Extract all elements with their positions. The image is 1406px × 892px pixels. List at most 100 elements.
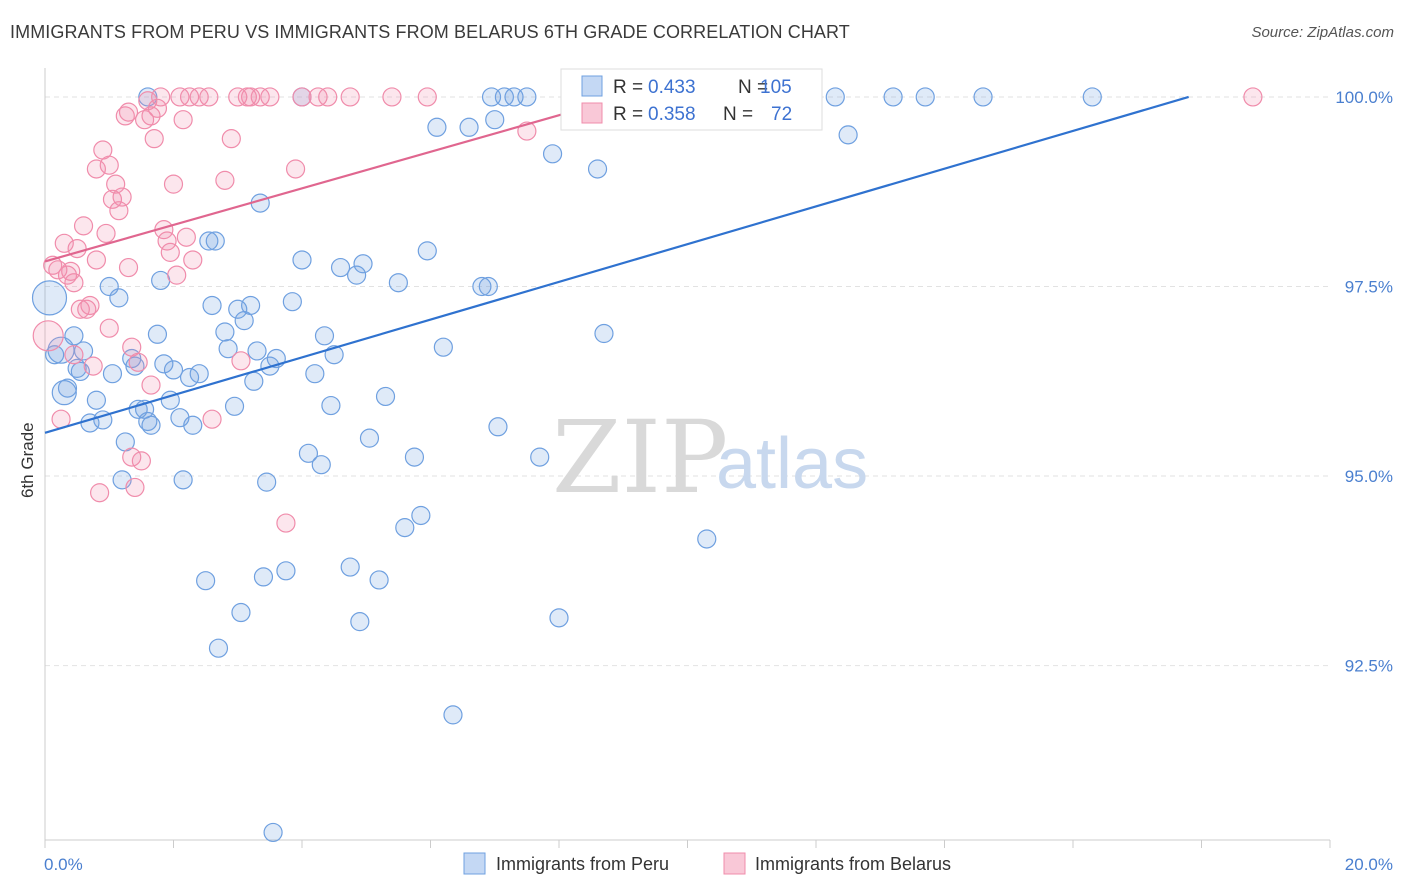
peru-point: [189, 364, 209, 384]
belarus-point: [90, 483, 110, 503]
legend-r-value-peru: 0.433: [648, 77, 696, 98]
belarus-point: [189, 87, 209, 107]
peru-point: [202, 295, 222, 316]
belarus-point: [99, 318, 119, 338]
belarus-point: [86, 250, 107, 270]
belarus-point: [112, 187, 132, 207]
belarus-point: [340, 87, 360, 107]
peru-point: [138, 411, 158, 432]
peru-point: [305, 364, 325, 384]
y-tick-label: 95.0%: [1345, 467, 1393, 486]
trend-lines: [44, 95, 1189, 434]
belarus-point: [292, 87, 312, 107]
belarus-point: [57, 265, 78, 285]
peru-point: [73, 341, 94, 361]
peru-point: [208, 638, 229, 658]
watermark-zip: ZIP: [552, 399, 728, 516]
belarus-point: [260, 87, 280, 107]
peru-point: [247, 341, 267, 361]
belarus-point: [144, 129, 164, 149]
legend-r-value-belarus: 0.358: [648, 104, 696, 125]
peru-point: [141, 415, 161, 435]
peru-point: [224, 396, 245, 416]
belarus-point: [237, 87, 257, 107]
peru-point: [298, 443, 319, 463]
bottom-legend-swatch-belarus: [723, 852, 746, 875]
peru-point: [494, 87, 514, 107]
belarus-point: [125, 477, 145, 498]
belarus-point: [122, 447, 142, 467]
bottom-legend-label-peru: Immigrants from Peru: [496, 854, 669, 874]
belarus-point: [157, 231, 177, 251]
bottom-legend: Immigrants from Peru Immigrants from Bel…: [463, 852, 951, 875]
peru-point: [488, 417, 508, 437]
belarus-point: [163, 174, 184, 194]
belarus-point: [96, 223, 116, 244]
peru-point: [472, 276, 492, 297]
x-tick-labels: 0.0% 20.0%: [44, 855, 1393, 874]
peru-point: [330, 257, 351, 278]
belarus-point: [1243, 87, 1263, 107]
legend-r-label-peru: R =: [613, 77, 643, 98]
y-axis-label: 6th Grade: [18, 422, 37, 498]
x-tick-label-min: 0.0%: [44, 855, 83, 874]
peru-point: [485, 110, 505, 130]
peru-point: [340, 557, 360, 577]
legend-n-value-peru: 105: [760, 77, 792, 98]
belarus-point: [183, 250, 203, 270]
peru-point: [375, 386, 396, 407]
peru-point: [359, 428, 380, 448]
y-tick-label: 100.0%: [1335, 88, 1393, 107]
peru-point: [459, 117, 479, 137]
peru-point: [594, 323, 614, 344]
grid-lines: [45, 96, 1330, 667]
peru-point: [282, 292, 302, 312]
watermark-atlas: atlas: [716, 424, 868, 504]
belarus-point: [118, 102, 139, 122]
peru-point: [549, 608, 569, 628]
belarus-point: [138, 91, 158, 111]
belarus-point: [83, 356, 103, 376]
peru-point: [292, 250, 312, 270]
y-tick-labels: 92.5% 95.0% 97.5% 100.0%: [1335, 88, 1393, 676]
peru-point: [347, 265, 367, 285]
belarus-point: [99, 155, 119, 175]
belarus-point: [276, 513, 296, 533]
belarus-point: [417, 87, 437, 107]
belarus-point: [167, 265, 187, 285]
chart-title: IMMIGRANTS FROM PERU VS IMMIGRANTS FROM …: [10, 22, 850, 42]
bottom-legend-label-belarus: Immigrants from Belarus: [755, 854, 951, 874]
belarus-point: [179, 87, 200, 107]
peru-point: [478, 276, 498, 297]
peru-point: [57, 378, 78, 398]
belarus-point: [118, 257, 139, 278]
belarus-point: [170, 87, 190, 107]
peru-point: [404, 447, 425, 467]
belarus-point: [382, 87, 402, 107]
peru-point: [395, 518, 415, 538]
belarus-point: [70, 299, 90, 319]
peru-point: [321, 395, 341, 416]
bottom-legend-swatch-peru: [463, 852, 486, 875]
peru-point: [228, 299, 248, 319]
peru-point: [311, 455, 331, 475]
peru-point: [838, 125, 858, 145]
belarus-point: [141, 106, 161, 126]
belarus-point: [176, 227, 196, 247]
peru-point: [697, 529, 717, 549]
belarus-point: [141, 375, 161, 395]
belarus-point: [128, 352, 148, 372]
peru-point: [427, 117, 447, 137]
peru-point: [154, 354, 174, 374]
peru-point: [218, 339, 238, 359]
peru-point: [125, 356, 145, 376]
trend-line-belarus: [44, 95, 624, 263]
legend-n-label-belarus: N =: [723, 104, 753, 125]
peru-point: [353, 254, 373, 274]
peru-point: [350, 612, 370, 632]
peru-point: [31, 280, 68, 316]
peru-point: [147, 324, 168, 344]
peru-point: [883, 87, 903, 107]
peru-point: [517, 87, 537, 107]
belarus-point: [86, 159, 107, 179]
